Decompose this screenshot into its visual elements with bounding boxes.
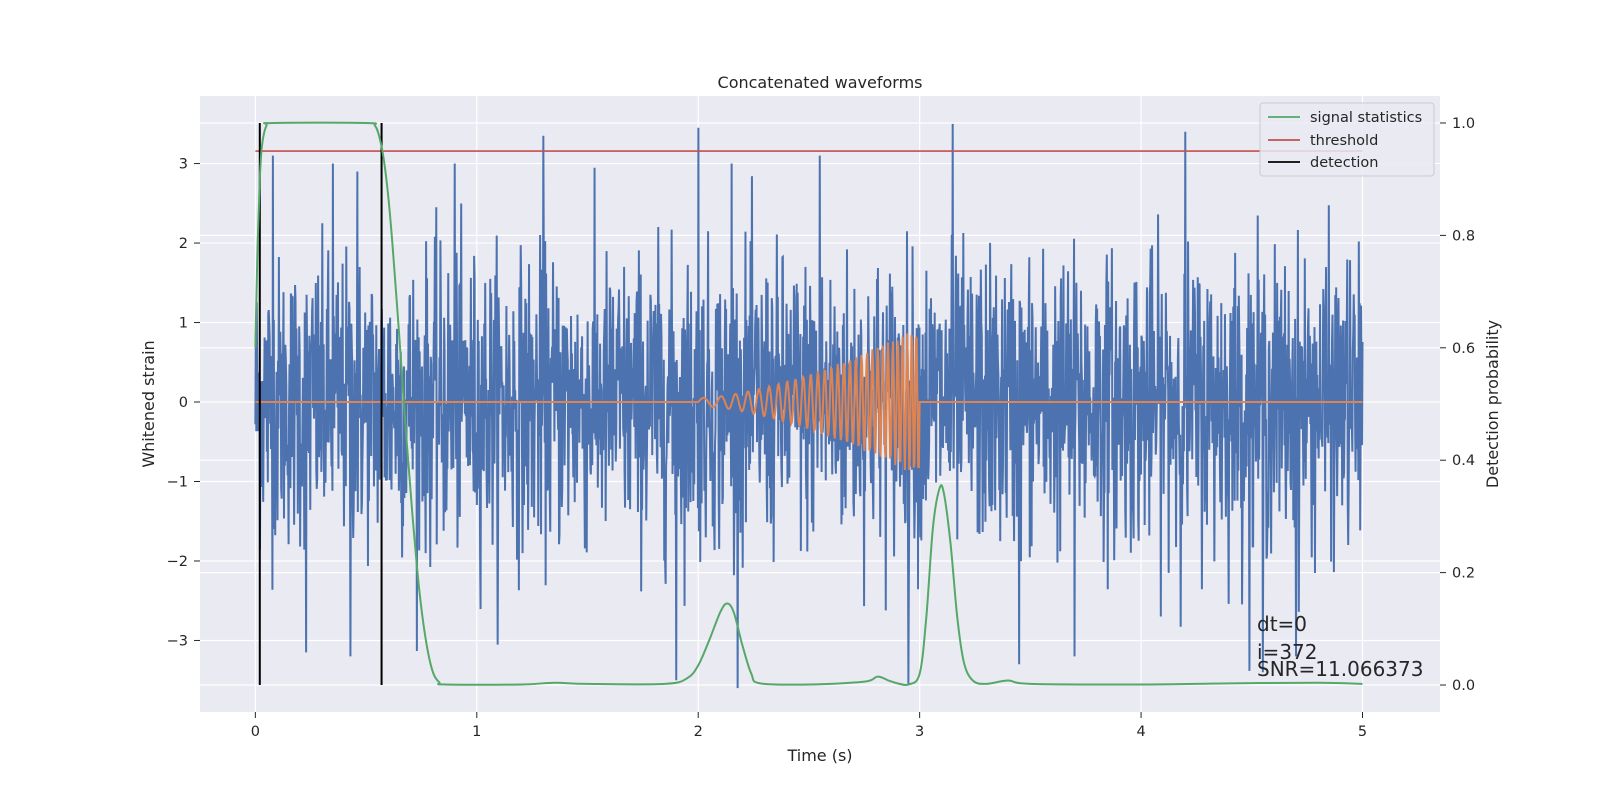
chart-title: Concatenated waveforms — [718, 73, 923, 92]
series-layer — [254, 121, 1363, 687]
y2-tick-label: 0.2 — [1452, 566, 1475, 582]
signal-statistics-line — [254, 121, 1363, 687]
y-tick-label: 3 — [179, 157, 188, 173]
y-tick-label: −1 — [167, 474, 188, 490]
y2-tick-label: 0.4 — [1452, 453, 1475, 469]
y-tick-label: 2 — [179, 236, 188, 252]
legend-label-detection: detection — [1310, 155, 1378, 171]
x-axis-label: Time (s) — [786, 746, 852, 765]
injected-waveform-line — [255, 333, 1363, 471]
x-tick-label: 2 — [694, 724, 703, 740]
annotation-index: i=372 — [1257, 640, 1318, 664]
y2-tick-label: 0.0 — [1452, 678, 1475, 694]
x-tick-label: 0 — [251, 724, 260, 740]
y2-tick-label: 0.6 — [1452, 341, 1475, 357]
y2-tick-label: 1.0 — [1452, 116, 1475, 132]
legend-box — [1259, 102, 1435, 177]
y-axis-label: Whitened strain — [139, 340, 158, 467]
annotation-dt: dt=0 — [1257, 612, 1307, 636]
x-tick-label: 1 — [472, 724, 481, 740]
x-tick-label: 5 — [1358, 724, 1367, 740]
legend: signal statistics threshold detection — [1259, 102, 1435, 177]
legend-label-threshold: threshold — [1310, 133, 1378, 149]
y2-axis-label: Detection probability — [1483, 320, 1502, 488]
y-tick-label: 1 — [179, 316, 188, 332]
x-tick-label: 4 — [1136, 724, 1145, 740]
y-tick-label: −3 — [167, 633, 188, 649]
y-tick-label: 0 — [179, 395, 188, 411]
x-tick-label: 3 — [915, 724, 924, 740]
y-tick-label: −2 — [167, 554, 188, 570]
tick-layer: 0 1 2 3 4 5 −3 −2 −1 0 1 2 3 0.0 0.2 0.4 0.6 0.8 1.0 — [167, 116, 1475, 740]
legend-label-signal-statistics: signal statistics — [1310, 110, 1422, 126]
annotation-snr: SNR=11.066373 — [1257, 657, 1423, 681]
y2-tick-label: 0.8 — [1452, 228, 1475, 244]
